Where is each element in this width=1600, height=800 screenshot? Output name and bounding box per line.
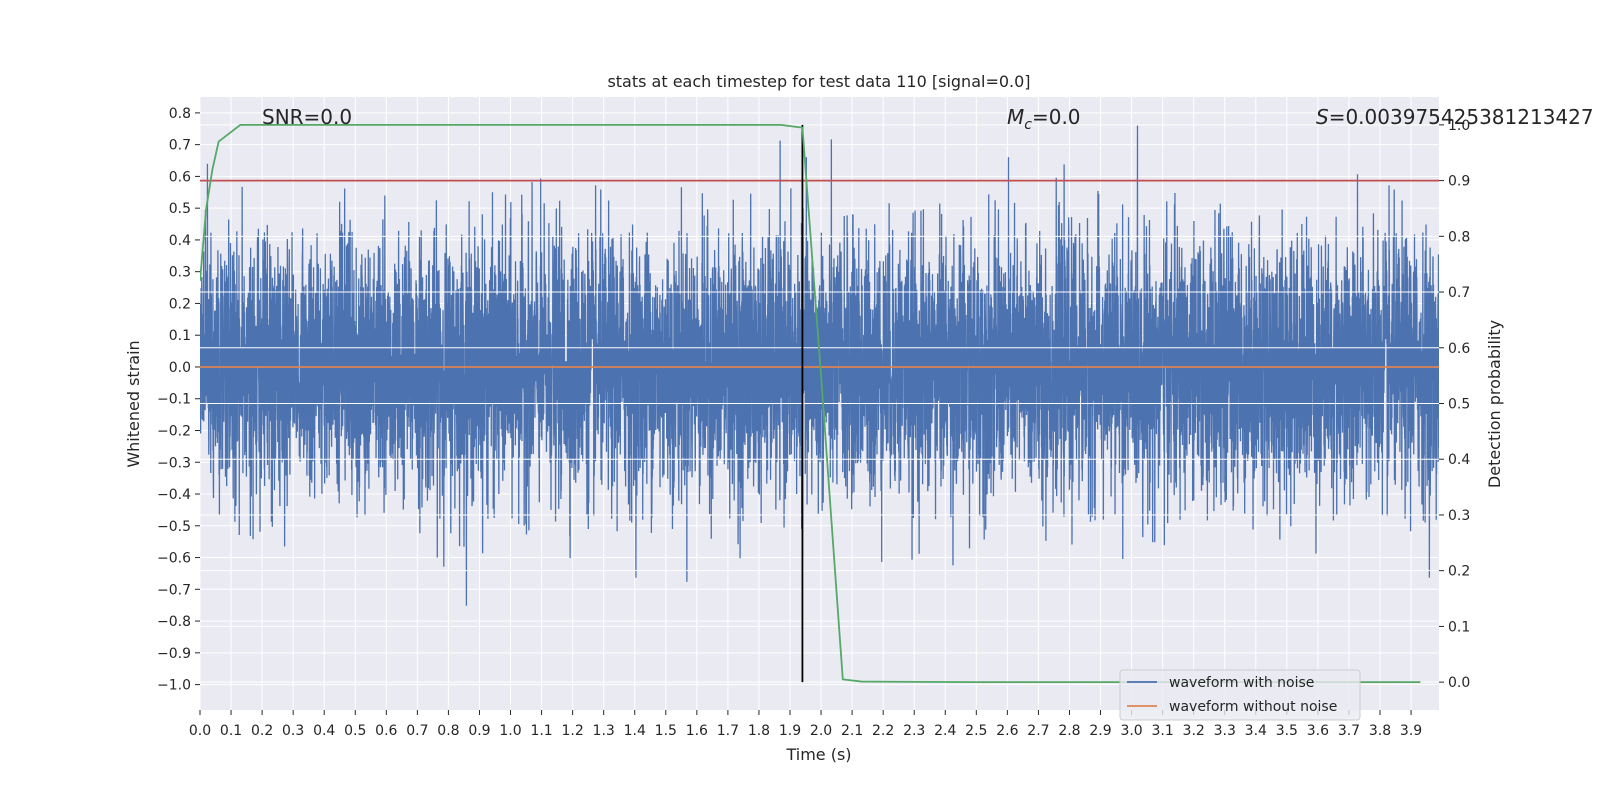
y2-tick-label: 1.0: [1448, 118, 1470, 134]
x-tick-label: 2.6: [996, 723, 1018, 739]
x-tick-label: 0.5: [344, 723, 366, 739]
x-tick-label: 0.7: [406, 723, 428, 739]
y-tick-label: −1.0: [157, 678, 191, 694]
y2-tick-label: 0.5: [1448, 397, 1470, 413]
x-tick-label: 3.2: [1183, 723, 1205, 739]
x-tick-label: 0.8: [437, 723, 459, 739]
y-tick-label: −0.5: [157, 519, 191, 535]
y-tick-label: 0.7: [169, 138, 191, 154]
x-tick-label: 3.9: [1400, 723, 1422, 739]
chart-title: stats at each timestep for test data 110…: [607, 72, 1030, 91]
x-tick-label: 2.8: [1058, 723, 1080, 739]
mc-subscript: c: [1024, 117, 1032, 133]
axes: 0.0 0.1 0.2 0.3 0.4 0.5 0.6 0.7 0.8 0.9 1.0 1.1 1.2 1…: [157, 106, 1470, 739]
legend: waveform with noise waveform without noi…: [1119, 669, 1361, 721]
y-axis-label: Whitened strain: [124, 340, 143, 467]
x-tick-label: 2.7: [1027, 723, 1049, 739]
x-axis-label: Time (s): [785, 745, 851, 764]
x-tick-label: 1.1: [530, 723, 552, 739]
x-tick-label: 0.1: [220, 723, 242, 739]
y-tick-label: 0.0: [169, 360, 191, 376]
x-tick-label: 1.4: [624, 723, 646, 739]
x-tick-label: 3.4: [1245, 723, 1267, 739]
x-tick-label: 1.2: [561, 723, 583, 739]
y2-tick-label: 0.2: [1448, 564, 1470, 580]
x-tick-label: 2.9: [1089, 723, 1111, 739]
x-tick-label: 3.6: [1307, 723, 1329, 739]
overlay-lines: [200, 123, 1439, 684]
x-tick-label: 3.0: [1120, 723, 1142, 739]
x-tick-label: 2.5: [965, 723, 987, 739]
y-tick-label: −0.3: [157, 455, 191, 471]
legend-entry-waveform-without-noise: waveform without noise: [1169, 699, 1337, 715]
snr-annotation: SNR=0.0: [262, 105, 352, 129]
x-tick-label: 0.6: [375, 723, 397, 739]
x-tick-label: 1.7: [717, 723, 739, 739]
x-tick-label: 1.3: [593, 723, 615, 739]
x-tick-label: 1.0: [499, 723, 521, 739]
x-tick-label: 3.7: [1338, 723, 1360, 739]
y-tick-label: 0.3: [169, 265, 191, 281]
x-tick-label: 0.2: [251, 723, 273, 739]
x-tick-label: 1.8: [748, 723, 770, 739]
x-tick-label: 3.3: [1214, 723, 1236, 739]
x-tick-label: 2.3: [903, 723, 925, 739]
y-tick-label: −0.1: [157, 392, 191, 408]
y-tick-label: 0.1: [169, 328, 191, 344]
y2-axis-label: Detection probability: [1485, 320, 1504, 488]
s-annotation: S=0.003975425381213427: [1316, 105, 1594, 129]
y2-tick-label: 0.8: [1448, 229, 1470, 245]
y-tick-label: 0.4: [169, 233, 191, 249]
annotations: SNR=0.0 Mc=0.0 S=0.003975425381213427: [262, 105, 1594, 133]
y2-tick-label: 0.7: [1448, 285, 1470, 301]
x-tick-label: 0.4: [313, 723, 335, 739]
x-tick-label: 1.6: [686, 723, 708, 739]
x-tick-label: 0.3: [282, 723, 304, 739]
mc-symbol: M: [1007, 105, 1024, 129]
x-tick-label: 3.8: [1369, 723, 1391, 739]
s-symbol: S: [1316, 105, 1329, 129]
legend-entry-waveform-with-noise: waveform with noise: [1169, 675, 1314, 691]
y-tick-label: −0.6: [157, 551, 191, 567]
x-tick-label: 2.1: [841, 723, 863, 739]
y2-tick-label: 0.3: [1448, 508, 1470, 524]
x-tick-label: 2.0: [810, 723, 832, 739]
y-tick-label: −0.8: [157, 614, 191, 630]
legend-box: [1119, 669, 1361, 721]
x-tick-label: 0.9: [468, 723, 490, 739]
y-tick-label: 0.5: [169, 201, 191, 217]
x-tick-label: 3.5: [1276, 723, 1298, 739]
y2-tick-label: 0.1: [1448, 619, 1470, 635]
x-tick-label: 1.5: [655, 723, 677, 739]
y2-tick-label: 0.4: [1448, 452, 1470, 468]
x-tick-label: 2.2: [872, 723, 894, 739]
x-tick-label: 3.1: [1151, 723, 1173, 739]
y-tick-label: −0.9: [157, 646, 191, 662]
s-value: =0.003975425381213427: [1329, 105, 1594, 129]
y2-tick-label: 0.6: [1448, 341, 1470, 357]
mc-annotation: Mc=0.0: [1007, 105, 1081, 133]
detection-probability-line: [200, 123, 1421, 684]
series-waveform-with-noise: [200, 125, 1439, 606]
y-tick-label: 0.2: [169, 296, 191, 312]
x-tick-label: 1.9: [779, 723, 801, 739]
x-tick-label: 2.4: [934, 723, 956, 739]
waveform-with-noise-line: [200, 125, 1439, 606]
y-tick-label: −0.2: [157, 423, 191, 439]
y-tick-label: −0.7: [157, 582, 191, 598]
y-tick-label: −0.4: [157, 487, 191, 503]
y-tick-label: 0.8: [169, 106, 191, 122]
y-tick-label: 0.6: [169, 169, 191, 185]
y2-tick-label: 0.9: [1448, 174, 1470, 190]
mc-value: =0.0: [1032, 105, 1081, 129]
y2-tick-label: 0.0: [1448, 675, 1470, 691]
x-tick-label: 0.0: [189, 723, 211, 739]
